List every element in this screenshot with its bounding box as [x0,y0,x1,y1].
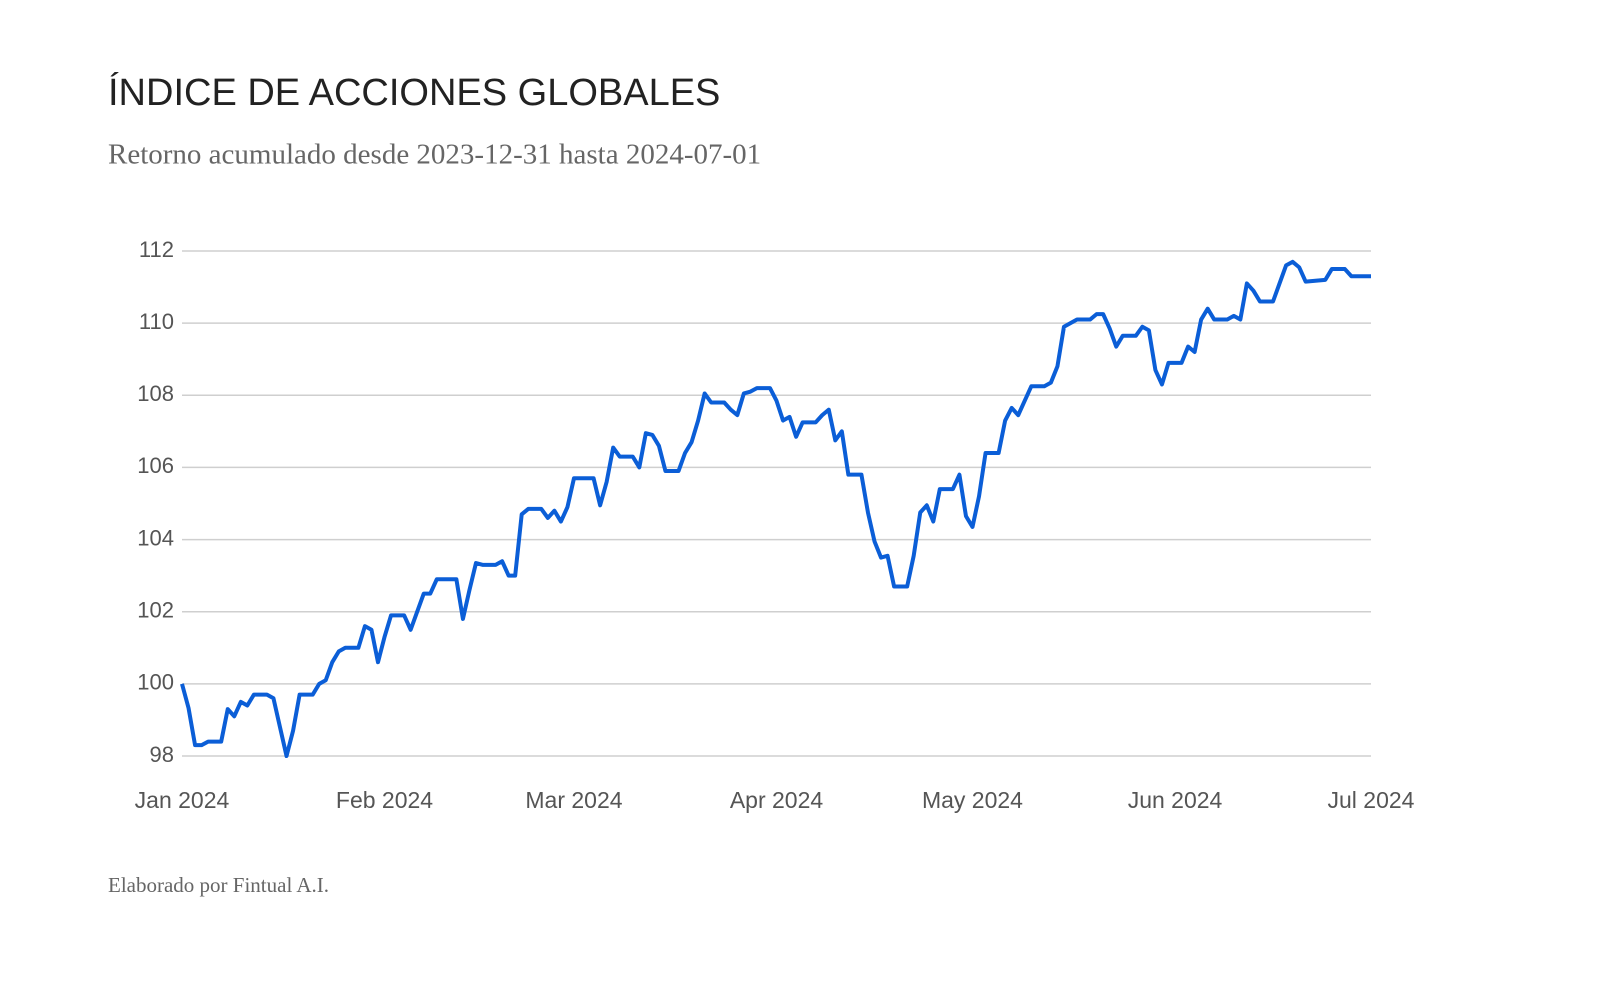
footer: Elaborado por Fintual A.I. [108,873,329,897]
y-tick-label: 112 [139,237,174,262]
x-tick-label: Jul 2024 [1328,787,1415,813]
y-tick-label: 106 [137,453,174,478]
x-tick-label: May 2024 [922,787,1023,813]
y-tick-label: 110 [139,309,174,334]
chart-subtitle: Retorno acumulado desde 2023-12-31 hasta… [108,139,761,171]
x-tick-label: Apr 2024 [730,787,824,813]
y-tick-label: 104 [137,525,174,550]
y-tick-label: 102 [137,598,174,623]
x-tick-label: Jun 2024 [1128,787,1223,813]
x-tick-label: Feb 2024 [336,787,433,813]
y-tick-label: 98 [150,742,174,767]
line-series [180,259,1371,758]
y-tick-label: 108 [137,381,174,406]
chart-title: ÍNDICE DE ACCIONES GLOBALES [108,71,720,114]
x-tick-label: Jan 2024 [135,787,230,813]
x-tick-label: Mar 2024 [525,787,622,813]
y-tick-label: 100 [137,670,174,695]
